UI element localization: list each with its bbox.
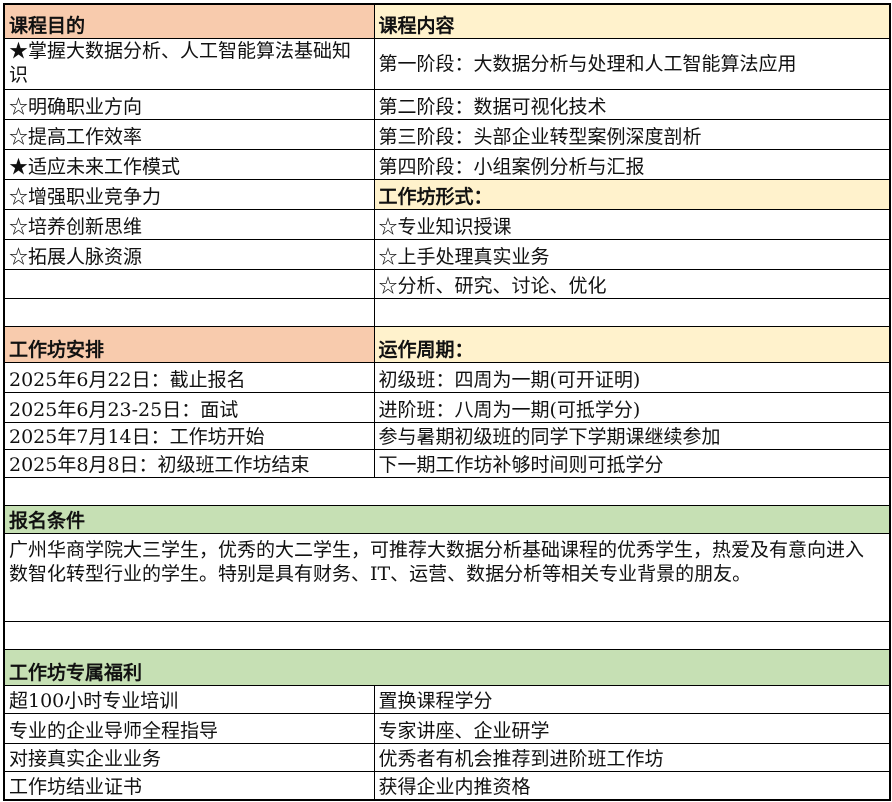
format-item: ☆专业知识授课: [373, 208, 891, 240]
empty-cell: [3, 268, 375, 299]
empty-row: [3, 620, 891, 650]
benefit-item: 专家讲座、企业研学: [373, 712, 891, 744]
benefit-item: 优秀者有机会推荐到进阶班工作坊: [373, 742, 891, 772]
cycle-item: 参与暑期初级班的同学下学期课继续参加: [373, 421, 891, 450]
schedule-header: 工作坊安排: [3, 325, 375, 363]
schedule-item: 2025年7月14日：工作坊开始: [3, 421, 375, 450]
stage-item: 第三阶段：头部企业转型案例深度剖析: [373, 118, 891, 150]
empty-cell: [3, 297, 375, 327]
stage-item: 第二阶段：数据可视化技术: [373, 88, 891, 120]
benefits-header: 工作坊专属福利: [3, 648, 891, 686]
goal-item: ★掌握大数据分析、人工智能算法基础知识: [3, 37, 375, 90]
cycle-item: 下一期工作坊补够时间则可抵学分: [373, 448, 891, 478]
requirements-text: 广州华商学院大三学生，优秀的大二学生，可推荐大数据分析基础课程的优秀学生，热爱及…: [3, 532, 891, 622]
cycle-header: 运作周期：: [373, 325, 891, 363]
requirements-header: 报名条件: [3, 504, 891, 534]
goal-item: ☆拓展人脉资源: [3, 238, 375, 270]
content-header: 课程内容: [373, 3, 891, 39]
stage-item: 第四阶段：小组案例分析与汇报: [373, 148, 891, 180]
goal-item: ☆增强职业竞争力: [3, 178, 375, 210]
benefit-item: 工作坊结业证书: [3, 770, 375, 801]
empty-cell: [373, 297, 891, 327]
goal-item: ★适应未来工作模式: [3, 148, 375, 180]
format-item: ☆上手处理真实业务: [373, 238, 891, 270]
goals-header: 课程目的: [3, 3, 375, 39]
benefit-item: 对接真实企业业务: [3, 742, 375, 772]
schedule-item: 2025年8月8日：初级班工作坊结束: [3, 448, 375, 478]
cycle-item: 初级班：四周为一期(可开证明): [373, 361, 891, 393]
schedule-item: 2025年6月22日：截止报名: [3, 361, 375, 393]
benefit-item: 置换课程学分: [373, 684, 891, 714]
goal-item: ☆明确职业方向: [3, 88, 375, 120]
empty-row: [3, 476, 891, 506]
goal-item: ☆培养创新思维: [3, 208, 375, 240]
format-header: 工作坊形式：: [373, 178, 891, 210]
benefit-item: 获得企业内推资格: [373, 770, 891, 801]
schedule-item: 2025年6月23-25日：面试: [3, 391, 375, 423]
stage-item: 第一阶段：大数据分析与处理和人工智能算法应用: [373, 37, 891, 90]
benefit-item: 超100小时专业培训: [3, 684, 375, 714]
format-item: ☆分析、研究、讨论、优化: [373, 268, 891, 299]
cycle-item: 进阶班：八周为一期(可抵学分): [373, 391, 891, 423]
workshop-table: 课程目的 课程内容 ★掌握大数据分析、人工智能算法基础知识 第一阶段：大数据分析…: [3, 3, 891, 801]
goal-item: ☆提高工作效率: [3, 118, 375, 150]
benefit-item: 专业的企业导师全程指导: [3, 712, 375, 744]
